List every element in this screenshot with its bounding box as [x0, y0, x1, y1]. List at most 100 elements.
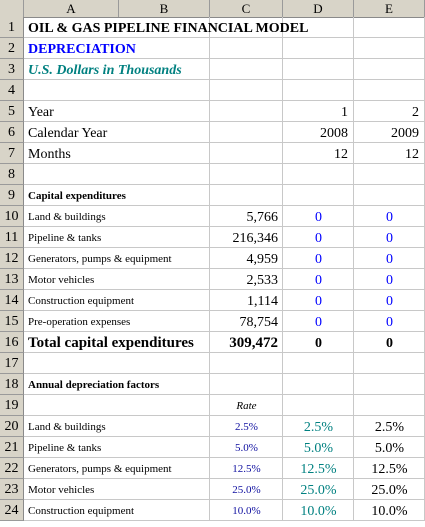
cell-a1-title[interactable]: OIL & GAS PIPELINE FINANCIAL MODEL: [28, 21, 309, 36]
cell-d12-value[interactable]: 0: [315, 252, 322, 267]
row-header-22[interactable]: 22: [0, 458, 24, 479]
cell-d11-value[interactable]: 0: [315, 231, 322, 246]
row-header-16[interactable]: 16: [0, 332, 24, 353]
grid-cell: [283, 227, 354, 248]
column-header-b[interactable]: B: [119, 0, 210, 17]
cell-e15-value[interactable]: 0: [386, 315, 393, 330]
cell-a20-label[interactable]: Land & buildings: [28, 421, 106, 433]
row-header-2[interactable]: 2: [0, 38, 24, 59]
cell-e20-factor[interactable]: 2.5%: [374, 420, 405, 435]
row-header-21[interactable]: 21: [0, 437, 24, 458]
cell-d24-factor[interactable]: 10.0%: [300, 504, 337, 519]
cell-e13-value[interactable]: 0: [386, 273, 393, 288]
select-all-corner[interactable]: [0, 0, 24, 17]
cell-d16-total-value[interactable]: 0: [315, 336, 322, 351]
cell-c11-value[interactable]: 216,346: [232, 231, 279, 246]
row-header-8[interactable]: 8: [0, 164, 24, 185]
grid-cell: [283, 143, 354, 164]
row-header-23[interactable]: 23: [0, 479, 24, 500]
column-header-d[interactable]: D: [283, 0, 354, 17]
row-header-5[interactable]: 5: [0, 101, 24, 122]
cell-d13-value[interactable]: 0: [315, 273, 322, 288]
cell-d23-factor[interactable]: 25.0%: [300, 483, 337, 498]
cell-c19-rate-label[interactable]: Rate: [236, 400, 257, 412]
cell-e7-months[interactable]: 12: [405, 147, 419, 162]
cell-a22-label[interactable]: Generators, pumps & equipment: [28, 463, 172, 475]
row-header-12[interactable]: 12: [0, 248, 24, 269]
column-header-c[interactable]: C: [210, 0, 283, 17]
cell-e5-year[interactable]: 2: [412, 105, 419, 120]
cell-e23-factor[interactable]: 25.0%: [371, 483, 408, 498]
row-header-3[interactable]: 3: [0, 59, 24, 80]
cell-a15-label[interactable]: Pre-operation expenses: [28, 316, 131, 328]
cell-d15-value[interactable]: 0: [315, 315, 322, 330]
row-header-17[interactable]: 17: [0, 353, 24, 374]
cell-d10-value[interactable]: 0: [315, 210, 322, 225]
cell-d20-factor[interactable]: 2.5%: [303, 420, 334, 435]
cell-a21-label[interactable]: Pipeline & tanks: [28, 442, 102, 454]
column-header-a[interactable]: A: [24, 0, 119, 17]
row-header-11[interactable]: 11: [0, 227, 24, 248]
cell-a13-label[interactable]: Motor vehicles: [28, 274, 95, 286]
cell-a10-label[interactable]: Land & buildings: [28, 211, 106, 223]
cell-d5-year[interactable]: 1: [341, 105, 348, 120]
cell-a24-label[interactable]: Construction equipment: [28, 505, 135, 517]
cell-c21-rate[interactable]: 5.0%: [235, 442, 258, 454]
row-header-1[interactable]: 1: [0, 17, 24, 38]
cell-a7-months-label[interactable]: Months: [28, 147, 71, 162]
grid-cell: [354, 164, 425, 185]
cell-a2-subtitle[interactable]: DEPRECIATION: [28, 42, 136, 57]
cell-e6-calendar-year[interactable]: 2009: [391, 126, 419, 141]
grid-cell: [210, 374, 283, 395]
cell-c24-rate[interactable]: 10.0%: [232, 505, 261, 517]
cell-e16-total-value[interactable]: 0: [386, 336, 393, 351]
cell-a11-label[interactable]: Pipeline & tanks: [28, 232, 102, 244]
cell-a16-total-label[interactable]: Total capital expenditures: [28, 335, 194, 351]
cell-e21-factor[interactable]: 5.0%: [374, 441, 405, 456]
row-header-10[interactable]: 10: [0, 206, 24, 227]
cell-c22-rate[interactable]: 12.5%: [232, 463, 261, 475]
row-header-19[interactable]: 19: [0, 395, 24, 416]
row-header-6[interactable]: 6: [0, 122, 24, 143]
cell-a18-depreciation-title[interactable]: Annual depreciation factors: [28, 379, 160, 391]
cell-d14-value[interactable]: 0: [315, 294, 322, 309]
cell-e24-factor[interactable]: 10.0%: [371, 504, 408, 519]
cell-e22-factor[interactable]: 12.5%: [371, 462, 408, 477]
cell-a6-calendar-year-label[interactable]: Calendar Year: [28, 126, 108, 141]
cell-d22-factor[interactable]: 12.5%: [300, 462, 337, 477]
cell-e11-value[interactable]: 0: [386, 231, 393, 246]
row-header-9[interactable]: 9: [0, 185, 24, 206]
cell-e10-value[interactable]: 0: [386, 210, 393, 225]
cell-c20-rate[interactable]: 2.5%: [235, 421, 258, 433]
cell-d7-months[interactable]: 12: [334, 147, 348, 162]
cell-c12-value[interactable]: 4,959: [246, 252, 279, 267]
cell-a9-capex-title[interactable]: Capital expenditures: [28, 190, 126, 202]
row-header-24[interactable]: 24: [0, 500, 24, 521]
cell-d6-calendar-year[interactable]: 2008: [320, 126, 348, 141]
cell-c14-value[interactable]: 1,114: [247, 294, 278, 309]
row-header-7[interactable]: 7: [0, 143, 24, 164]
grid-cell: [210, 38, 283, 59]
cell-a3-units[interactable]: U.S. Dollars in Thousands: [28, 63, 182, 78]
cell-c15-value[interactable]: 78,754: [239, 315, 279, 330]
cell-c23-rate[interactable]: 25.0%: [232, 484, 261, 496]
cell-c10-value[interactable]: 5,766: [246, 210, 279, 225]
cell-e12-value[interactable]: 0: [386, 252, 393, 267]
row-header-15[interactable]: 15: [0, 311, 24, 332]
row-header-13[interactable]: 13: [0, 269, 24, 290]
cell-a5-year-label[interactable]: Year: [28, 105, 54, 120]
cell-a14-label[interactable]: Construction equipment: [28, 295, 135, 307]
row-header-18[interactable]: 18: [0, 374, 24, 395]
cell-e14-value[interactable]: 0: [386, 294, 393, 309]
cell-a12-label[interactable]: Generators, pumps & equipment: [28, 253, 172, 265]
row-header-20[interactable]: 20: [0, 416, 24, 437]
cell-a23-label[interactable]: Motor vehicles: [28, 484, 95, 496]
row-header-4[interactable]: 4: [0, 80, 24, 101]
grid-cell-ab: [24, 290, 210, 311]
cell-d21-factor[interactable]: 5.0%: [303, 441, 334, 456]
grid-cell-ab: [24, 458, 210, 479]
cell-c16-total-value[interactable]: 309,472: [229, 335, 278, 351]
column-header-e[interactable]: E: [354, 0, 425, 17]
row-header-14[interactable]: 14: [0, 290, 24, 311]
cell-c13-value[interactable]: 2,533: [246, 273, 279, 288]
